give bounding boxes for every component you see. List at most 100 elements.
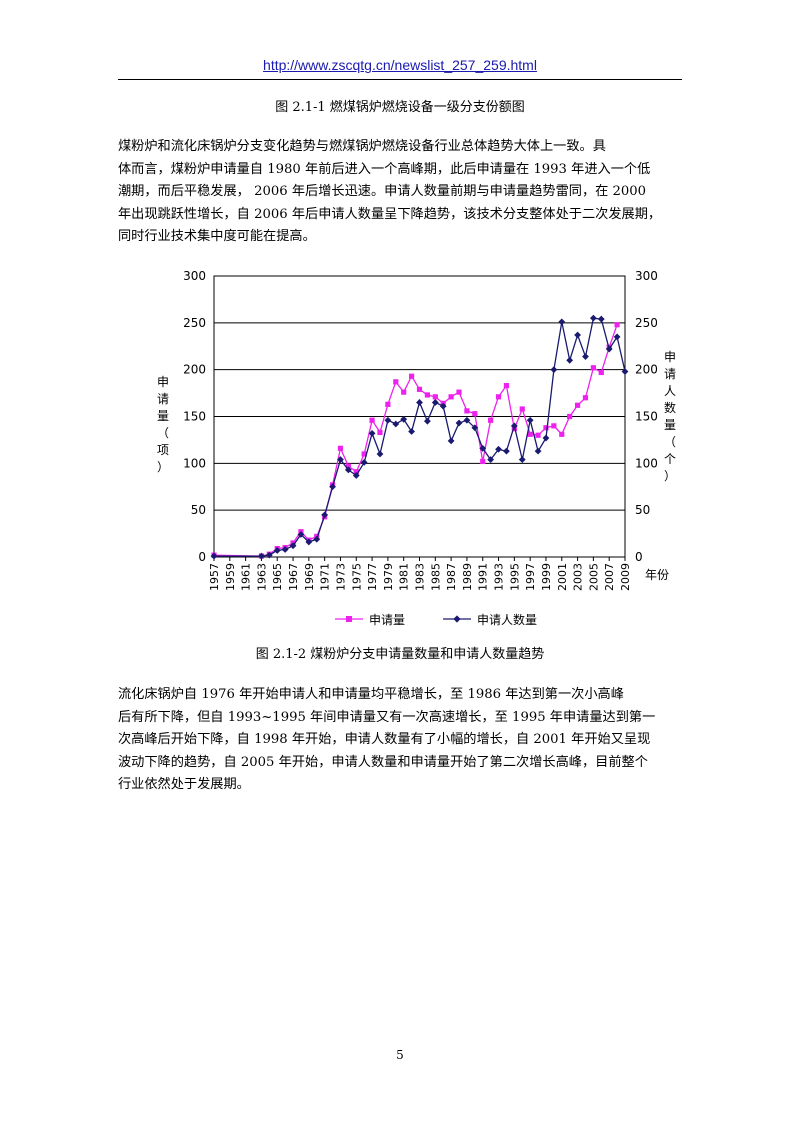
series-point-2 (527, 417, 534, 424)
x-tick-label: 1999 (540, 563, 553, 591)
series-point-2 (543, 435, 550, 442)
series-point-1 (433, 394, 438, 399)
paragraph-2-line: 后有所下降，但自 1993~1995 年间申请量又有一次高速增长，至 1995 … (118, 707, 683, 730)
series-point-2 (566, 357, 573, 364)
series-point-2 (519, 456, 526, 463)
paragraph-2-line: 波动下降的趋势，自 2005 年开始，申请人数量和申请量开始了第二次增长高峰，目… (118, 752, 683, 775)
series-point-1 (583, 395, 588, 400)
series-point-2 (392, 421, 399, 428)
paragraph-1-line: 潮期，而后平稳发展， 2006 年后增长迅速。申请人数量前期与申请量趋势雷同，在… (118, 181, 683, 204)
header-url-link[interactable]: http://www.zscqtg.cn/newslist_257_259.ht… (0, 57, 800, 73)
y2-tick-label: 150 (635, 410, 658, 424)
x-axis-label: 年份 (645, 568, 669, 582)
series-point-1 (393, 379, 398, 384)
x-tick-label: 1977 (366, 563, 379, 591)
x-tick-label: 1965 (271, 563, 284, 591)
x-tick-label: 1973 (334, 563, 347, 591)
y-tick-label: 200 (183, 363, 206, 377)
paragraph-2-line: 流化床锅炉自 1976 年开始申请人和申请量均平稳增长，至 1986 年达到第一… (118, 684, 683, 707)
y2-tick-label: 100 (635, 456, 658, 470)
x-tick-label: 1997 (524, 563, 537, 591)
x-tick-label: 2005 (587, 563, 600, 591)
x-tick-label: 1969 (303, 563, 316, 591)
series-point-1 (535, 433, 540, 438)
figure-2-caption: 图 2.1-2 煤粉炉分支申请量数量和申请人数量趋势 (0, 643, 800, 662)
x-tick-label: 2007 (603, 563, 616, 591)
series-point-2 (432, 399, 439, 406)
y-tick-label: 250 (183, 316, 206, 330)
series-point-2 (590, 315, 597, 322)
series-point-1 (456, 390, 461, 395)
x-tick-label: 1991 (477, 563, 490, 591)
x-tick-label: 1993 (493, 563, 506, 591)
x-tick-label: 1959 (224, 563, 237, 591)
series-point-1 (472, 411, 477, 416)
y-tick-label: 300 (183, 269, 206, 283)
series-point-2 (448, 437, 455, 444)
legend-label: 申请人数量 (477, 612, 537, 627)
series-point-2 (535, 448, 542, 455)
paragraph-2: 流化床锅炉自 1976 年开始申请人和申请量均平稳增长，至 1986 年达到第一… (118, 684, 683, 797)
series-point-1 (614, 322, 619, 327)
header-divider (118, 79, 682, 80)
series-point-2 (582, 353, 589, 360)
legend-marker (346, 616, 352, 622)
y-tick-label: 50 (191, 503, 206, 517)
series-point-2 (558, 318, 565, 325)
series-point-2 (503, 448, 510, 455)
series-point-1 (480, 459, 485, 464)
paragraph-2-line: 次高峰后开始下降，自 1998 年开始，申请人数量有了小幅的增长，自 2001 … (118, 729, 683, 752)
y2-tick-label: 0 (635, 550, 643, 564)
legend-label: 申请量 (369, 613, 405, 627)
series-point-1 (551, 423, 556, 428)
series-point-2 (598, 316, 605, 323)
series-point-1 (520, 406, 525, 411)
page-number: 5 (0, 1048, 800, 1062)
series-point-1 (449, 394, 454, 399)
x-tick-label: 1979 (382, 563, 395, 591)
y-tick-label: 100 (183, 456, 206, 470)
x-tick-label: 1971 (319, 563, 332, 591)
series-point-1 (464, 408, 469, 413)
x-tick-label: 1995 (508, 563, 521, 591)
series-point-2 (614, 333, 621, 340)
paragraph-1-line: 体而言，煤粉炉申请量自 1980 年前后进入一个高峰期，此后申请量在 1993 … (118, 159, 683, 182)
series-point-2 (384, 417, 391, 424)
series-point-2 (416, 399, 423, 406)
legend-marker (453, 615, 460, 622)
x-tick-label: 1981 (398, 563, 411, 591)
series-point-2 (408, 428, 415, 435)
series-point-1 (385, 402, 390, 407)
series-point-1 (504, 383, 509, 388)
y-axis-title-left: 申请量（项） (157, 375, 169, 474)
series-point-1 (488, 418, 493, 423)
paragraph-1-line: 年出现跳跃性增长，自 2006 年后申请人数量呈下降趋势，该技术分支整体处于二次… (118, 204, 683, 227)
series-point-1 (425, 392, 430, 397)
line-chart: 0501001502002503000501001502002503001957… (150, 262, 690, 634)
x-tick-label: 1985 (429, 563, 442, 591)
series-point-1 (377, 430, 382, 435)
series-point-2 (574, 332, 581, 339)
y2-tick-label: 50 (635, 503, 650, 517)
series-point-2 (424, 418, 431, 425)
series-point-2 (377, 451, 384, 458)
series-point-1 (591, 365, 596, 370)
figure-1-caption: 图 2.1-1 燃煤锅炉燃烧设备一级分支份额图 (0, 96, 800, 115)
y-tick-label: 150 (183, 410, 206, 424)
x-tick-label: 1987 (445, 563, 458, 591)
series-point-1 (575, 403, 580, 408)
series-point-1 (417, 387, 422, 392)
series-point-1 (599, 370, 604, 375)
y2-tick-label: 200 (635, 363, 658, 377)
x-tick-label: 2001 (556, 563, 569, 591)
series-point-1 (369, 418, 374, 423)
x-tick-label: 1989 (461, 563, 474, 591)
x-tick-label: 2003 (572, 563, 585, 591)
series-line-1 (214, 325, 617, 556)
x-tick-label: 1983 (414, 563, 427, 591)
paragraph-2-line: 行业依然处于发展期。 (118, 774, 683, 797)
y2-tick-label: 300 (635, 269, 658, 283)
x-tick-label: 1963 (255, 563, 268, 591)
y-tick-label: 0 (198, 550, 206, 564)
x-tick-label: 1961 (240, 563, 253, 591)
